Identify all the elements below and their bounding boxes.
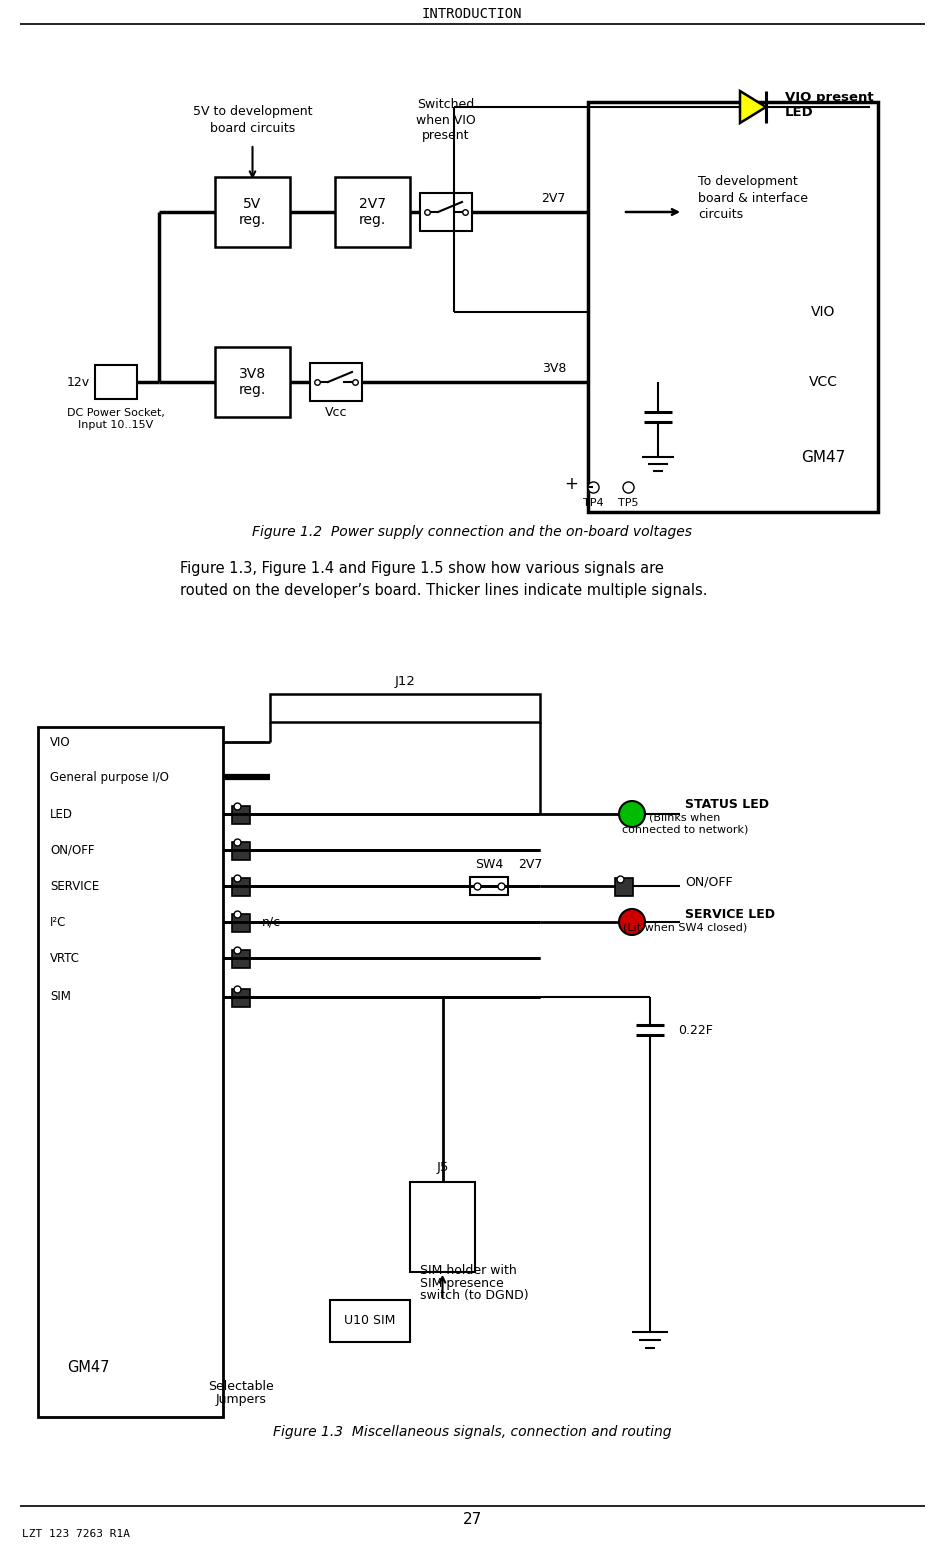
Text: (Lit when SW4 closed): (Lit when SW4 closed): [622, 922, 747, 933]
Text: circuits: circuits: [698, 208, 742, 220]
Text: LZT 123 7263 R1A: LZT 123 7263 R1A: [22, 1529, 130, 1539]
Bar: [329, 1300, 410, 1342]
Text: 5V to development: 5V to development: [193, 106, 312, 119]
Bar: [215, 347, 290, 417]
Text: VIO present: VIO present: [784, 91, 872, 103]
Text: connected to network): connected to network): [621, 825, 748, 834]
Text: Figure 1.2  Power supply connection and the on-board voltages: Figure 1.2 Power supply connection and t…: [252, 525, 691, 539]
Text: U10 SIM: U10 SIM: [344, 1315, 396, 1328]
Text: GM47: GM47: [67, 1359, 110, 1375]
Text: n/c: n/c: [261, 915, 280, 928]
Text: VIO: VIO: [810, 305, 834, 319]
Bar: [410, 1182, 475, 1271]
Text: board circuits: board circuits: [210, 122, 295, 134]
Text: ON/OFF: ON/OFF: [50, 843, 94, 856]
Bar: [334, 177, 410, 247]
Text: SIM: SIM: [50, 990, 71, 1003]
Bar: [232, 806, 250, 825]
Text: TP4: TP4: [582, 498, 602, 508]
Text: INTRODUCTION: INTRODUCTION: [421, 6, 522, 20]
Text: (Blinks when: (Blinks when: [649, 812, 720, 822]
Bar: [587, 102, 877, 512]
Bar: [38, 726, 223, 1417]
Text: STATUS LED: STATUS LED: [684, 798, 768, 811]
Bar: [469, 876, 508, 895]
Text: General purpose I/O: General purpose I/O: [50, 770, 169, 784]
Text: 0.22F: 0.22F: [677, 1023, 712, 1037]
Text: Selectable: Selectable: [208, 1381, 274, 1393]
Bar: [310, 362, 362, 401]
Polygon shape: [739, 91, 766, 123]
Text: LED: LED: [50, 808, 73, 820]
Text: DC Power Socket,: DC Power Socket,: [67, 408, 165, 419]
Text: present: present: [422, 130, 469, 142]
Text: SW4: SW4: [475, 858, 502, 870]
Text: 3V8: 3V8: [239, 367, 266, 381]
Text: 2V7: 2V7: [541, 192, 565, 206]
Text: +: +: [564, 475, 578, 494]
Bar: [232, 950, 250, 968]
Text: LED: LED: [784, 106, 813, 119]
Bar: [232, 914, 250, 933]
Bar: [215, 177, 290, 247]
Text: routed on the developer’s board. Thicker lines indicate multiple signals.: routed on the developer’s board. Thicker…: [179, 583, 707, 598]
Bar: [232, 878, 250, 897]
Text: SERVICE LED: SERVICE LED: [684, 908, 774, 920]
Text: 27: 27: [462, 1512, 481, 1528]
Text: Switched: Switched: [417, 97, 474, 111]
Text: Jumpers: Jumpers: [215, 1393, 266, 1406]
Text: GM47: GM47: [800, 450, 844, 464]
Text: Input 10..15V: Input 10..15V: [78, 420, 154, 430]
Text: switch (to DGND): switch (to DGND): [419, 1290, 528, 1303]
Text: SIM holder with: SIM holder with: [419, 1264, 516, 1276]
Text: when VIO: when VIO: [415, 114, 476, 127]
Bar: [95, 366, 137, 398]
Bar: [232, 842, 250, 861]
Text: SERVICE: SERVICE: [50, 879, 99, 892]
Text: 3V8: 3V8: [541, 362, 565, 375]
Text: J5: J5: [436, 1162, 448, 1175]
Bar: [615, 878, 632, 897]
Text: reg.: reg.: [239, 383, 266, 397]
Text: VIO: VIO: [50, 736, 71, 748]
Text: reg.: reg.: [239, 212, 266, 226]
Text: 5V: 5V: [244, 197, 261, 211]
Text: Figure 1.3, Figure 1.4 and Figure 1.5 show how various signals are: Figure 1.3, Figure 1.4 and Figure 1.5 sh…: [179, 561, 664, 576]
Text: board & interface: board & interface: [698, 192, 807, 205]
Text: TP5: TP5: [617, 498, 637, 508]
Text: VRTC: VRTC: [50, 951, 80, 964]
Bar: [419, 194, 471, 231]
Text: J12: J12: [395, 675, 415, 687]
Text: 2V7: 2V7: [517, 858, 542, 870]
Text: reg.: reg.: [359, 212, 386, 226]
Text: SIM presence: SIM presence: [419, 1276, 503, 1290]
Text: Vcc: Vcc: [325, 406, 346, 420]
Bar: [232, 989, 250, 1007]
Text: ON/OFF: ON/OFF: [684, 875, 732, 889]
Text: Figure 1.3  Miscellaneous signals, connection and routing: Figure 1.3 Miscellaneous signals, connec…: [273, 1425, 670, 1439]
Circle shape: [618, 801, 645, 826]
Text: 2V7: 2V7: [359, 197, 385, 211]
Bar: [270, 694, 539, 722]
Text: To development: To development: [698, 175, 797, 189]
Text: 12v: 12v: [67, 375, 90, 389]
Text: VCC: VCC: [808, 375, 836, 389]
Text: I²C: I²C: [50, 915, 66, 928]
Circle shape: [618, 909, 645, 936]
